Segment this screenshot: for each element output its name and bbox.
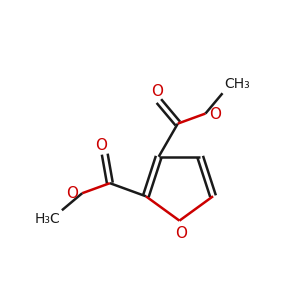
Text: O: O [66, 186, 78, 201]
Text: O: O [95, 138, 107, 153]
Text: O: O [175, 226, 187, 241]
Text: O: O [152, 84, 164, 99]
Text: H₃C: H₃C [35, 212, 60, 226]
Text: CH₃: CH₃ [224, 77, 250, 91]
Text: O: O [210, 106, 222, 122]
